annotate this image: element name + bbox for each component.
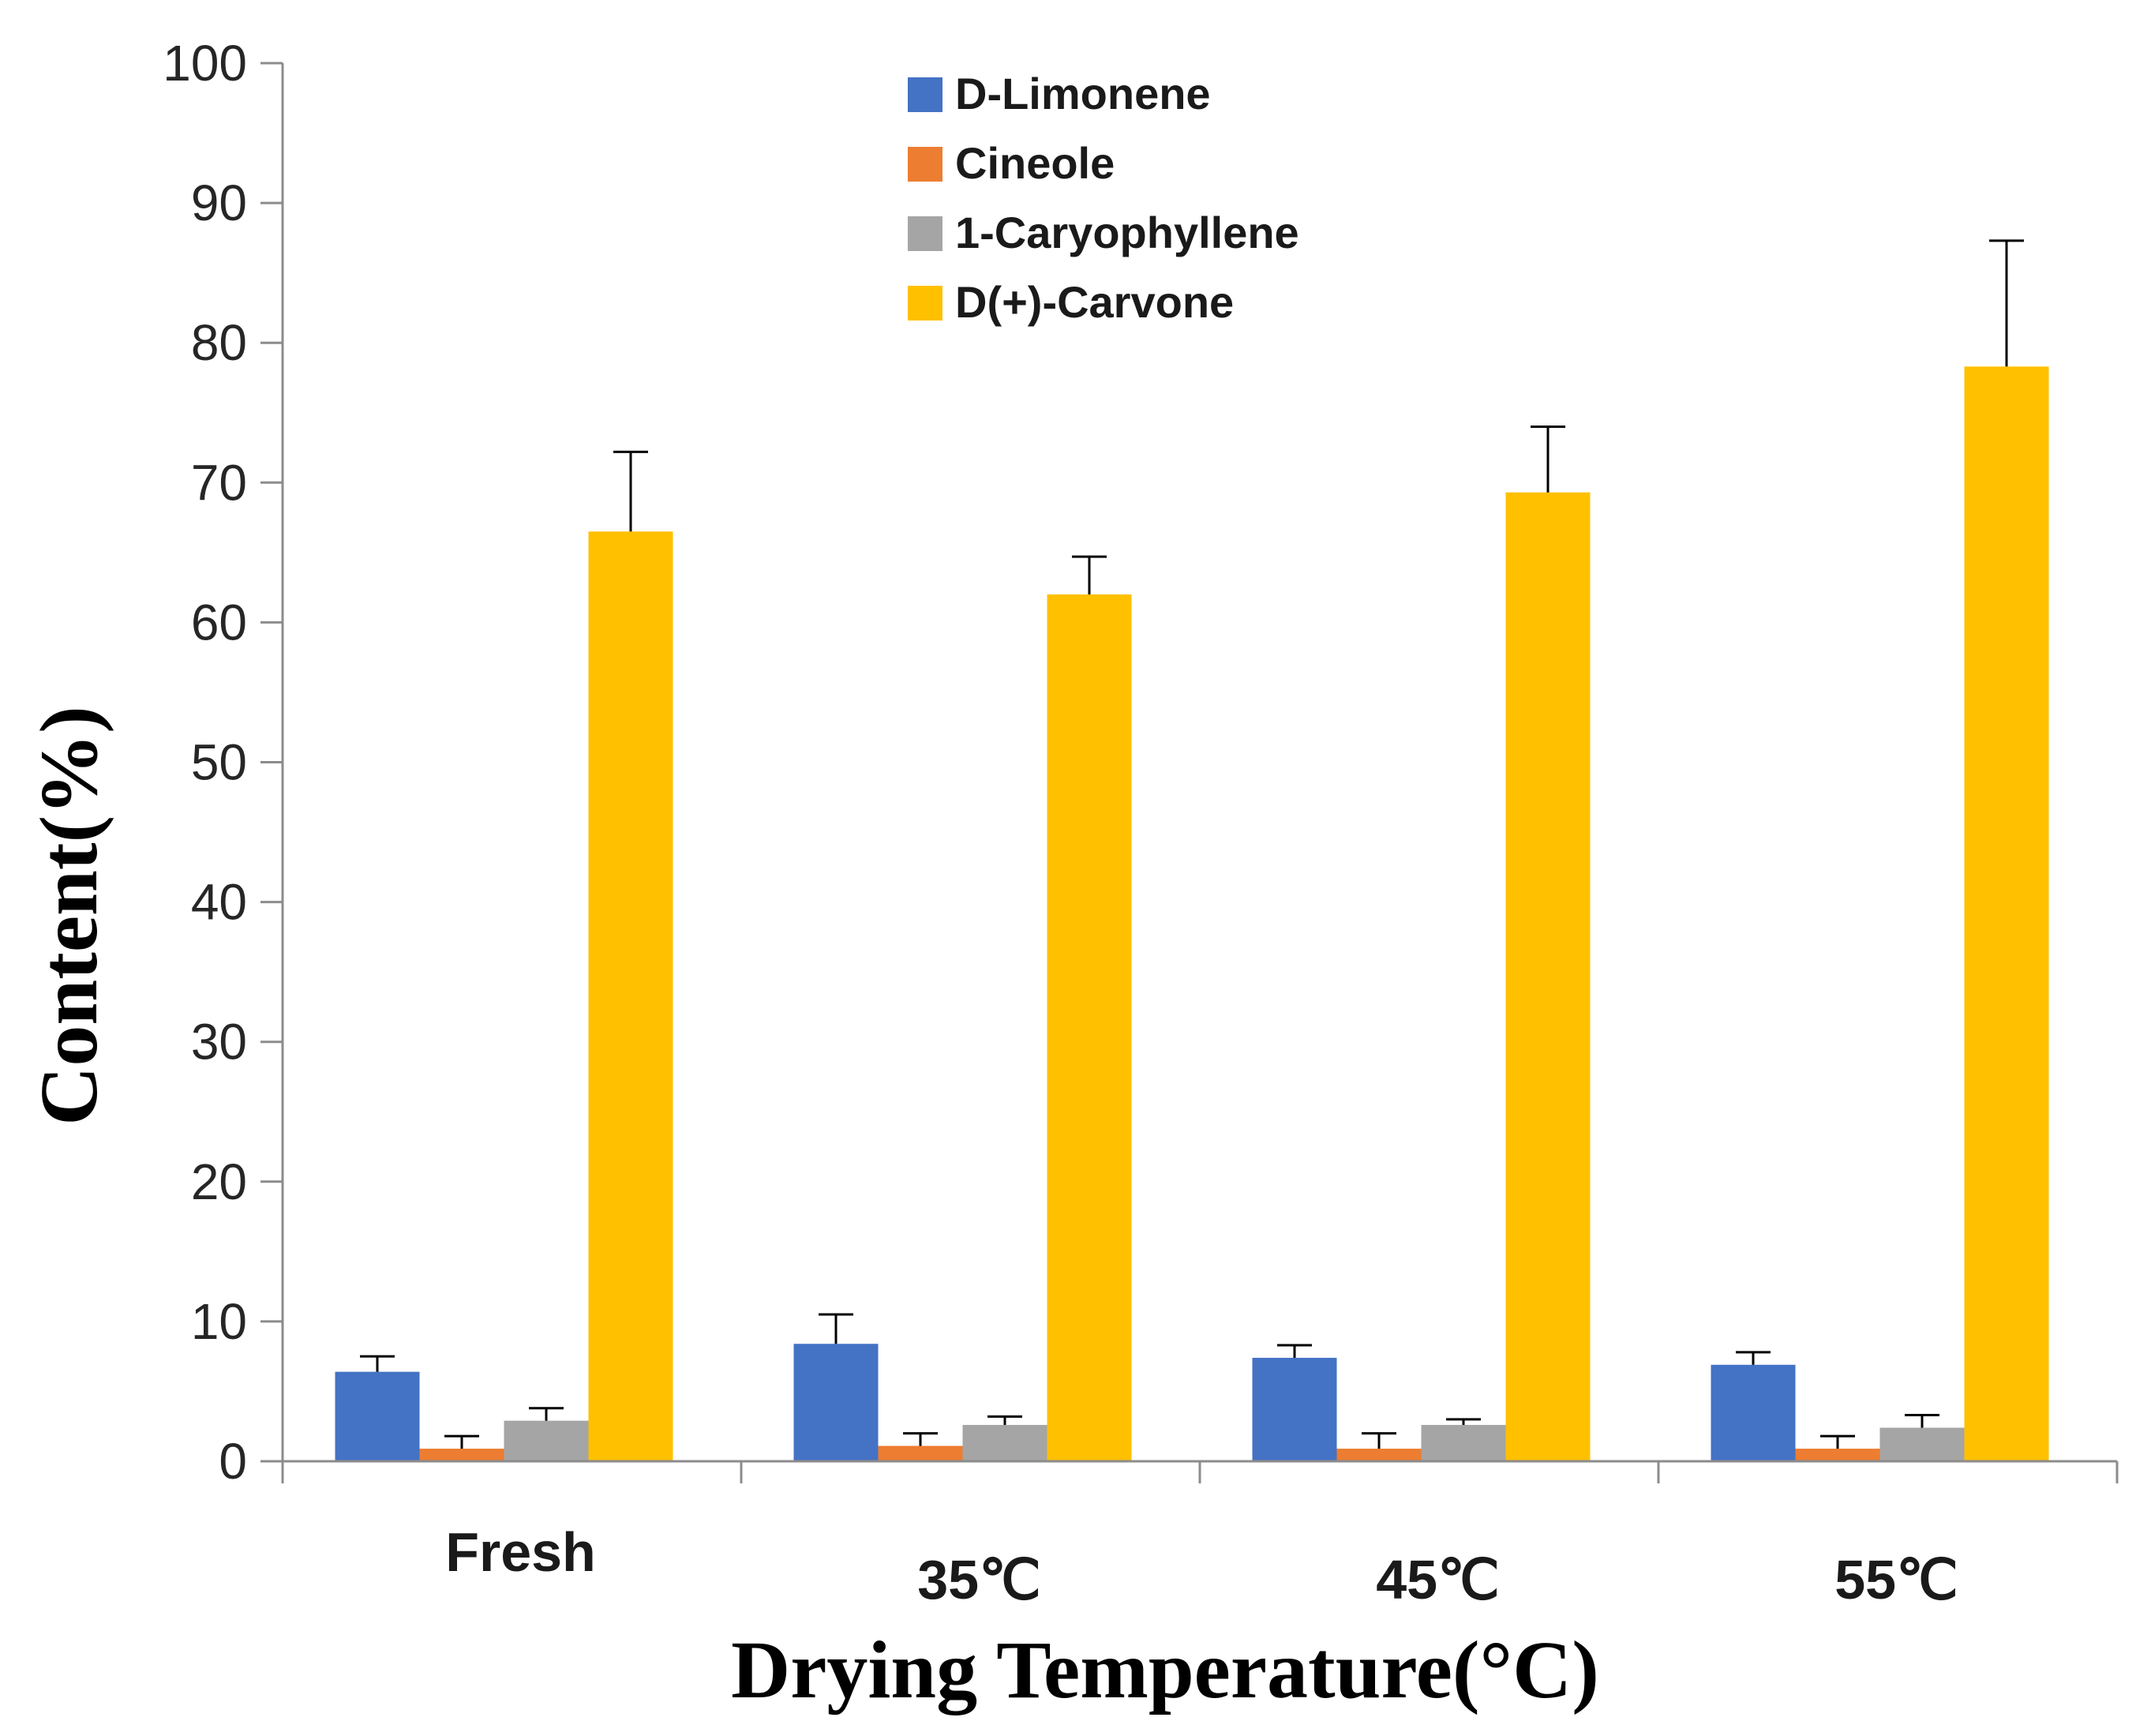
bar — [1505, 492, 1591, 1461]
legend: D-Limonene Cineole 1-Caryophyllene D(+)-Car… — [908, 69, 1299, 327]
y-tick-label: 80 — [191, 314, 247, 371]
x-axis-title: Drying Temperature(°C) — [731, 1625, 1599, 1715]
y-tick-label: 0 — [219, 1433, 247, 1490]
y-tick-label: 20 — [191, 1153, 247, 1210]
bar — [419, 1449, 504, 1461]
y-axis-title: Content(%) — [24, 706, 114, 1125]
x-tick-label: Fresh — [445, 1521, 596, 1583]
legend-label: D-Limonene — [955, 69, 1211, 118]
bar — [793, 1344, 879, 1461]
bar — [1047, 594, 1132, 1461]
legend-label: 1-Caryophyllene — [955, 208, 1299, 257]
bar — [962, 1424, 1047, 1461]
x-tick-label: 45℃ — [1376, 1549, 1499, 1610]
legend-label: Cineole — [955, 138, 1115, 188]
bar — [878, 1445, 963, 1461]
bar — [504, 1420, 589, 1461]
bar — [1252, 1357, 1337, 1461]
legend-swatch — [908, 286, 942, 321]
y-tick-label: 50 — [191, 734, 247, 791]
axes — [281, 63, 2119, 1483]
y-tick-label: 70 — [191, 454, 247, 511]
y-axis-ticks: 0 10 20 30 40 50 60 70 80 90 100 — [163, 35, 283, 1490]
y-tick-label: 100 — [163, 35, 247, 92]
bar — [1964, 366, 2049, 1461]
bar — [1711, 1364, 1796, 1461]
legend-swatch — [908, 216, 942, 251]
bar — [1879, 1427, 1965, 1461]
bar — [1336, 1449, 1422, 1461]
y-tick-label: 90 — [191, 174, 247, 231]
y-tick-label: 60 — [191, 594, 247, 651]
bar — [588, 531, 673, 1462]
y-tick-label: 40 — [191, 874, 247, 931]
error-bars — [360, 239, 2024, 1449]
x-axis-labels: Fresh 35℃ 45℃ 55℃ — [445, 1521, 1958, 1610]
legend-swatch — [908, 147, 942, 182]
plot-area — [335, 366, 2049, 1462]
bar — [1421, 1424, 1506, 1461]
legend-label: D(+)-Carvone — [955, 277, 1234, 327]
bar — [1795, 1449, 1880, 1461]
y-tick-label: 30 — [191, 1014, 247, 1070]
x-tick-label: 35℃ — [917, 1549, 1040, 1610]
bar — [335, 1371, 420, 1461]
x-tick-label: 55℃ — [1834, 1549, 1958, 1610]
legend-swatch — [908, 77, 942, 112]
y-tick-label: 10 — [191, 1293, 247, 1350]
